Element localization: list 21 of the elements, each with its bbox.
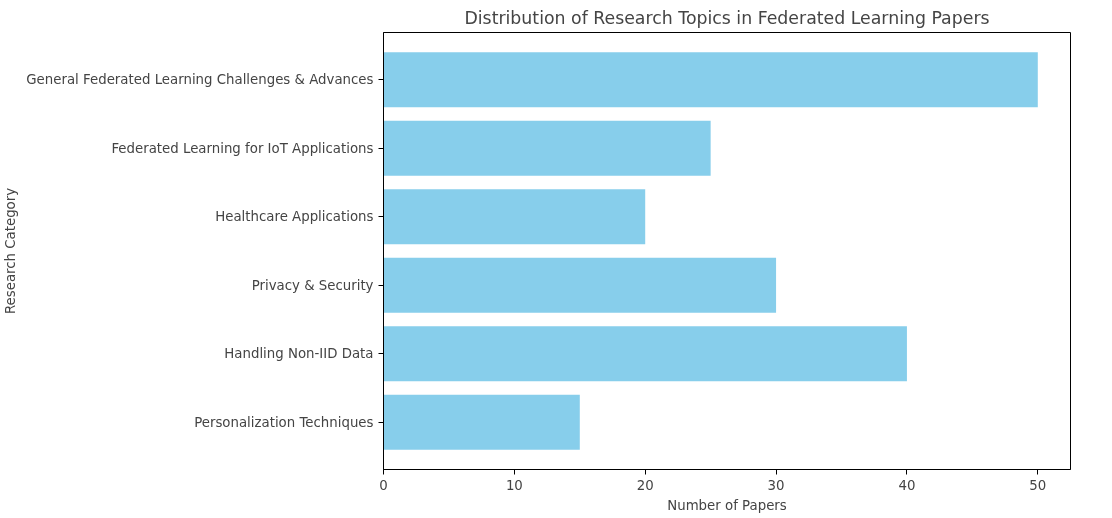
- chart-title: Distribution of Research Topics in Federated Learning Papers: [464, 7, 990, 28]
- y-axis-title: Research Category: [3, 187, 19, 315]
- x-tick-label: 40: [898, 477, 916, 493]
- y-tick-label: Handling Non-IID Data: [224, 346, 374, 362]
- bar: [383, 394, 580, 450]
- x-tick-label: 50: [1029, 477, 1047, 493]
- bar: [383, 189, 646, 245]
- bar: [383, 326, 907, 382]
- x-tick-label: 20: [636, 477, 654, 493]
- bar: [383, 52, 1038, 108]
- bar: [383, 120, 711, 176]
- x-tick-label: 30: [767, 477, 785, 493]
- y-tick-label: Federated Learning for IoT Applications: [111, 140, 374, 156]
- x-axis-title: Number of Papers: [667, 497, 787, 513]
- y-tick-label: Privacy & Security: [251, 277, 374, 293]
- x-tick-label: 10: [505, 477, 523, 493]
- y-tick-label: General Federated Learning Challenges & Advances: [26, 72, 374, 88]
- y-tick-label: Personalization Techniques: [194, 414, 374, 430]
- bar: [383, 257, 777, 313]
- x-tick-label: 0: [379, 477, 388, 493]
- y-tick-label: Healthcare Applications: [215, 209, 374, 225]
